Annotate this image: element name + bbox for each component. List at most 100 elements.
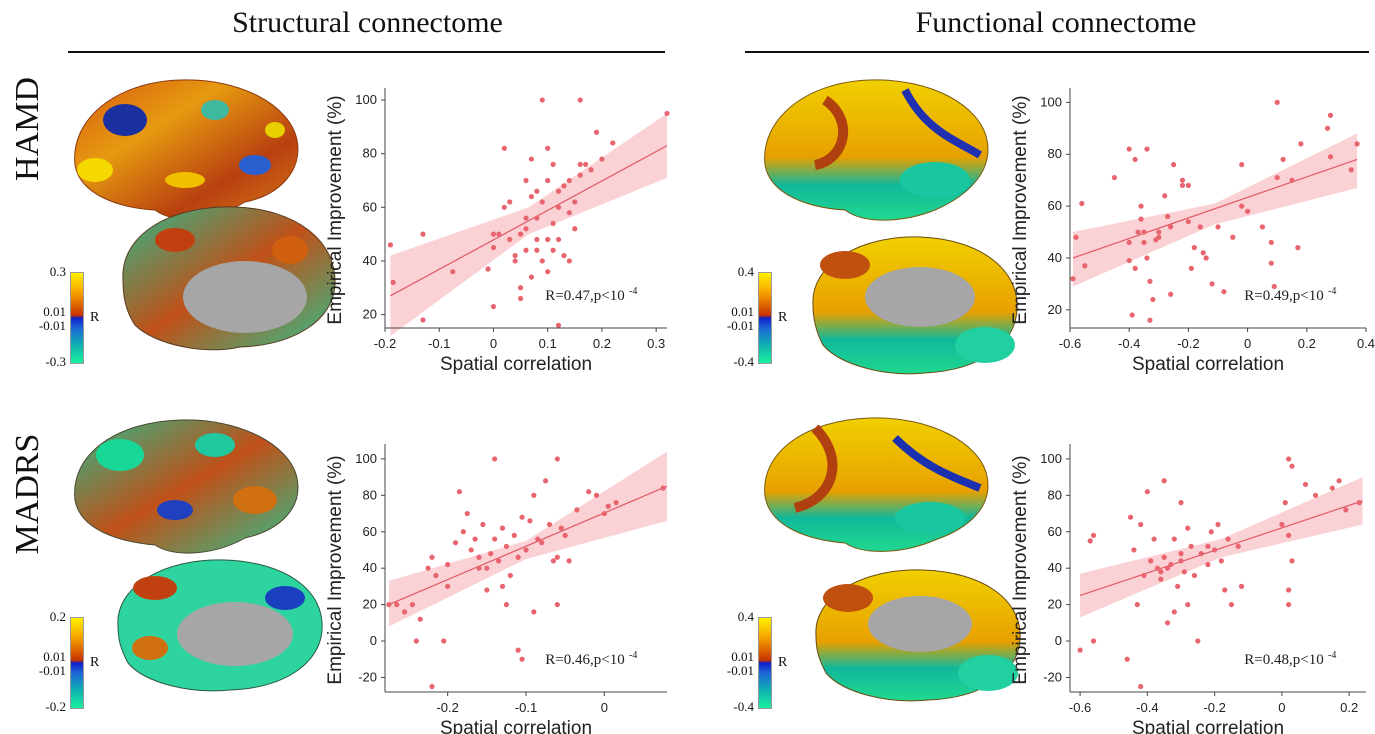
x-tick-label: -0.1 — [515, 700, 537, 715]
y-tick-label: 0 — [1055, 633, 1062, 648]
x-tick-label: -0.4 — [1118, 336, 1140, 351]
data-point — [387, 242, 394, 248]
data-point — [1185, 219, 1191, 225]
data-point — [492, 456, 498, 462]
confidence-band — [1080, 477, 1363, 618]
data-point — [1161, 554, 1167, 560]
y-tick-label: 80 — [363, 146, 377, 161]
data-point — [610, 140, 616, 146]
confidence-band — [388, 451, 667, 627]
data-point — [1212, 547, 1218, 553]
data-point — [488, 551, 494, 557]
data-point — [555, 322, 562, 328]
data-point — [517, 285, 524, 291]
brain-lateral-functional-hamd — [764, 79, 989, 221]
chart-functional-madrs: -0.6 -0.4 -0.2 0 0.2 -20 0 20 40 60 80 100 Spatial c… — [1010, 444, 1366, 734]
data-point — [386, 601, 392, 608]
y-tick-label: 60 — [1048, 198, 1062, 213]
data-point — [1225, 536, 1231, 542]
y-tick-label: 20 — [363, 307, 377, 322]
x-tick-label: 0.2 — [593, 336, 611, 351]
data-point — [539, 97, 545, 103]
data-point — [490, 303, 497, 310]
data-point — [1221, 289, 1227, 295]
brain-medial-functional-hamd — [812, 236, 1018, 375]
data-point — [1150, 296, 1156, 303]
data-point — [1327, 154, 1334, 160]
stat-annotation: R=0.47,p<10 — [545, 288, 624, 304]
data-point — [507, 572, 513, 579]
data-point — [1168, 291, 1174, 297]
colorbar-r-label: R — [778, 310, 788, 325]
data-point — [566, 210, 572, 216]
colorbar-neg-label: -0.01 — [38, 663, 66, 678]
data-point — [613, 500, 619, 506]
data-point — [545, 269, 551, 275]
data-point — [531, 609, 537, 615]
data-point — [1132, 265, 1138, 271]
data-point — [450, 269, 456, 275]
data-point — [476, 565, 482, 571]
y-tick-label: 20 — [363, 597, 377, 612]
data-point — [566, 558, 572, 564]
data-point — [1171, 536, 1177, 542]
regression-line — [390, 145, 668, 297]
x-tick-label: -0.2 — [374, 336, 396, 351]
y-tick-label: 100 — [1040, 94, 1062, 109]
data-point — [1185, 525, 1191, 531]
data-point — [599, 156, 605, 162]
y-tick-label: 60 — [363, 199, 377, 214]
confidence-band — [1072, 133, 1358, 287]
data-point — [425, 565, 431, 571]
data-point — [1129, 312, 1135, 318]
data-point — [1205, 561, 1211, 568]
data-point — [545, 177, 551, 184]
data-point — [1274, 99, 1280, 105]
y-tick-label: 40 — [1048, 250, 1062, 265]
x-tick-label: 0.3 — [647, 336, 665, 351]
y-tick-label: 40 — [363, 560, 377, 575]
data-point — [1222, 587, 1228, 593]
data-point — [554, 554, 560, 560]
data-point — [1215, 224, 1221, 230]
stat-annotation-exponent: -4 — [629, 650, 637, 661]
data-point — [501, 145, 507, 151]
data-point — [468, 547, 474, 553]
data-point — [1162, 193, 1168, 199]
data-point — [1230, 234, 1236, 240]
data-point — [1126, 257, 1132, 264]
data-point — [1191, 245, 1197, 251]
regression-line — [1072, 158, 1358, 259]
data-point — [531, 492, 537, 498]
stat-annotation-exponent: -4 — [1328, 286, 1336, 297]
data-point — [480, 521, 486, 528]
data-point — [1090, 638, 1097, 644]
colorbar-min-label: -0.4 — [733, 354, 754, 369]
data-point — [550, 220, 556, 227]
x-axis-label: Spatial correlation — [1132, 354, 1284, 375]
data-point — [499, 583, 506, 589]
colorbar-min-label: -0.4 — [733, 699, 754, 714]
data-point — [550, 558, 557, 564]
data-point — [519, 656, 525, 662]
data-point — [490, 244, 497, 251]
data-point — [561, 183, 567, 189]
x-tick-label: 0.2 — [1298, 336, 1316, 351]
data-point — [1235, 543, 1241, 549]
data-point — [1158, 569, 1164, 575]
data-point — [490, 231, 497, 237]
data-point — [1185, 182, 1191, 188]
data-point — [1178, 551, 1184, 557]
data-point — [1156, 234, 1162, 240]
data-point — [476, 554, 482, 560]
data-point — [1141, 239, 1147, 246]
x-tick-label: -0.2 — [1177, 336, 1199, 351]
data-point — [517, 295, 524, 302]
data-point — [1079, 200, 1085, 207]
data-point — [484, 587, 490, 593]
colorbar-neg-label: -0.01 — [726, 318, 754, 333]
data-point — [413, 638, 419, 644]
data-point — [1312, 492, 1319, 498]
data-point — [1158, 576, 1164, 582]
data-point — [572, 226, 578, 232]
